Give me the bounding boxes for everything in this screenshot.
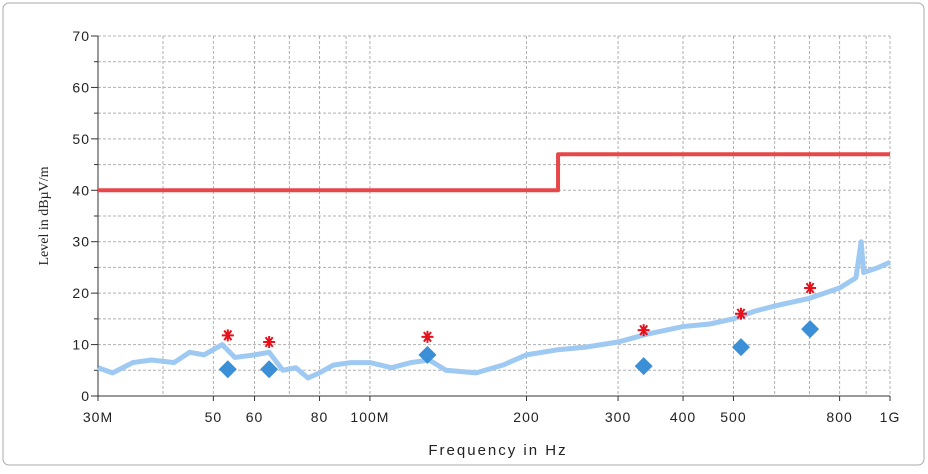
y-tick-label: 70 (72, 28, 90, 44)
peak-marker (421, 330, 434, 343)
peak-marker (263, 336, 276, 348)
peak-marker (734, 307, 747, 320)
x-axis-label: Frequency in Hz (428, 442, 567, 459)
quasi-peak-marker (260, 360, 279, 379)
x-tick-label: 60 (246, 409, 264, 425)
x-tick-label: 300 (605, 409, 631, 425)
peak-marker (637, 324, 650, 337)
y-axis-label: Level in dBµV/m (37, 166, 52, 265)
x-tick-label: 800 (826, 409, 852, 425)
x-tick-label: 80 (311, 409, 329, 425)
y-tick-label: 20 (72, 285, 90, 301)
x-tick-label: 50 (205, 409, 223, 425)
quasi-peak-marker (218, 360, 237, 379)
x-tick-label: 1G (880, 409, 901, 425)
y-tick-label: 40 (72, 182, 90, 198)
quasi-peak-marker (801, 320, 820, 339)
peak-marker (804, 282, 817, 294)
x-tick-label: 200 (513, 409, 539, 425)
x-tick-label: 400 (670, 409, 696, 425)
quasi-peak-marker (634, 357, 653, 376)
x-tick-label: 500 (720, 409, 746, 425)
limit-line (98, 152, 890, 193)
x-tick-label: 30M (83, 409, 113, 425)
quasi-peak-marker (418, 345, 437, 364)
x-tick-label: 100M (350, 409, 389, 425)
y-tick-label: 10 (72, 337, 90, 353)
y-tick-label: 0 (81, 388, 90, 404)
y-tick-label: 30 (72, 234, 90, 250)
y-tick-label: 50 (72, 131, 90, 147)
quasi-peak-marker (731, 338, 750, 357)
y-tick-label: 60 (72, 79, 90, 95)
peak-marker (221, 329, 234, 342)
